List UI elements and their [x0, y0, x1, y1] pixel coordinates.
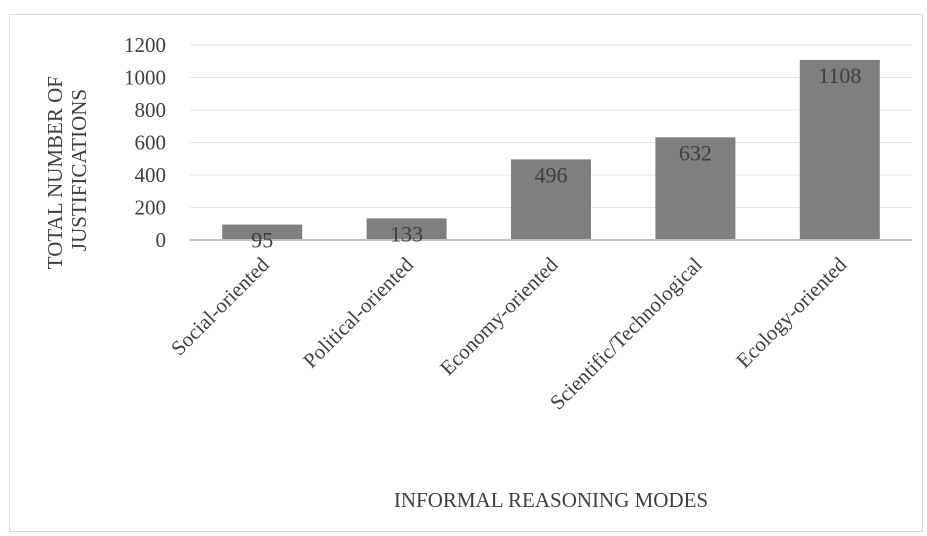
- y-tick-labels: 0 200 400 600 800 1000 1200: [124, 33, 166, 252]
- y-tick-label: 1200: [124, 33, 166, 57]
- y-tick-label: 0: [156, 228, 167, 252]
- bars: [222, 59, 880, 241]
- y-axis-title-line-2: JUSTIFICATIONS: [67, 89, 91, 251]
- data-label: 133: [390, 221, 423, 246]
- category-label: Social-oriented: [166, 252, 274, 360]
- data-label: 95: [251, 228, 273, 253]
- category-label: Political-oriented: [298, 252, 418, 372]
- y-tick-label: 400: [135, 163, 167, 187]
- data-label: 496: [535, 162, 568, 187]
- x-axis-title: INFORMAL REASONING MODES: [394, 488, 708, 512]
- y-axis-title-line-1: TOTAL NUMBER OF: [43, 76, 67, 269]
- bar: [511, 159, 591, 240]
- y-axis-title: TOTAL NUMBER OF JUSTIFICATIONS: [43, 71, 91, 269]
- bar: [655, 137, 736, 240]
- y-tick-label: 1000: [124, 66, 166, 90]
- data-label: 1108: [818, 63, 861, 88]
- bar: [799, 59, 880, 241]
- data-label: 632: [679, 140, 712, 165]
- y-tick-label: 800: [135, 98, 167, 122]
- category-label: Economy-oriented: [435, 252, 563, 380]
- gridlines: [190, 44, 912, 208]
- bar: [366, 218, 447, 240]
- category-labels: Social-oriented Political-oriented Economy…: [166, 252, 852, 414]
- bar: [222, 224, 303, 240]
- category-label: Ecology-oriented: [731, 252, 851, 372]
- y-tick-label: 200: [135, 196, 167, 220]
- chart-frame: [9, 14, 923, 532]
- category-label: Scientific/Technological: [545, 252, 707, 414]
- y-tick-label: 600: [135, 131, 167, 155]
- data-labels: 95 133 496 632 1108: [251, 63, 861, 253]
